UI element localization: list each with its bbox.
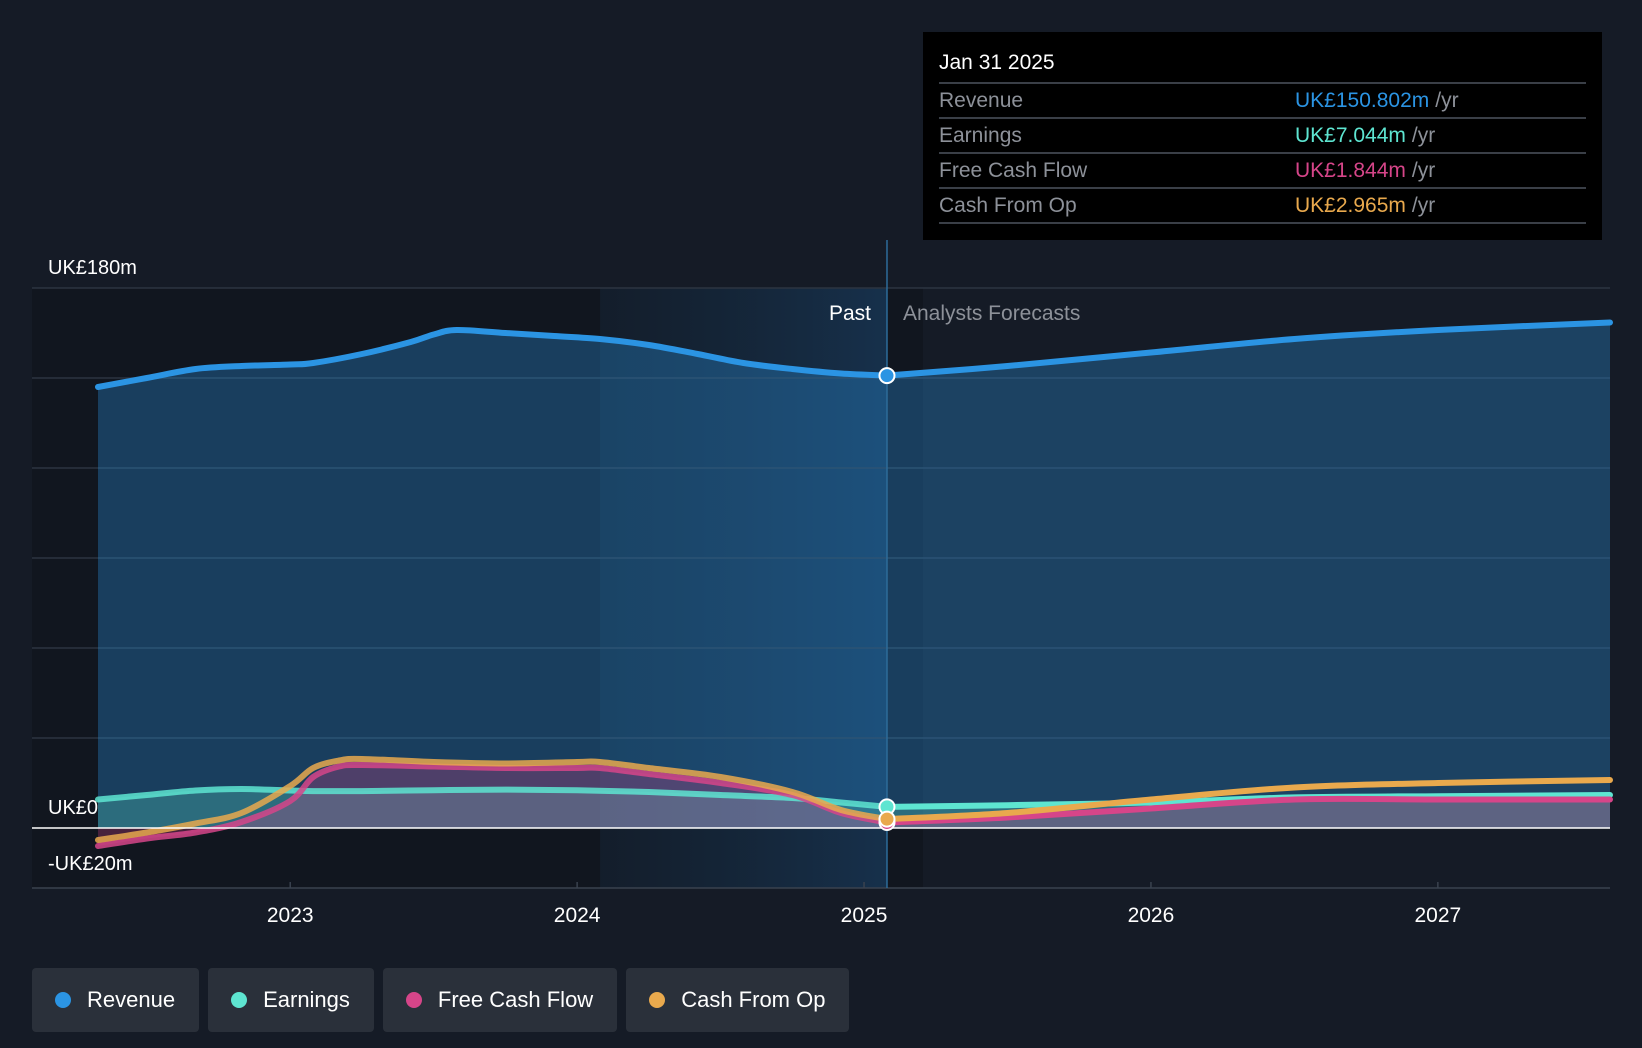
tooltip-label: Earnings — [939, 124, 1022, 147]
tooltip-label: Cash From Op — [939, 194, 1077, 217]
tooltip-row-revenue: Revenue UK£150.802m /yr — [939, 84, 1586, 119]
y-axis-label: UK£0 — [48, 797, 98, 819]
tooltip-unit: /yr — [1435, 89, 1459, 112]
tooltip-label: Revenue — [939, 89, 1024, 112]
earnings-line-forecast — [883, 792, 1613, 810]
revenue-marker — [878, 367, 896, 385]
cash-from-op-marker — [878, 810, 896, 828]
earnings-area — [97, 789, 1610, 828]
legend-label: Revenue — [87, 987, 176, 1012]
tooltip-row-free-cash-flow: Free Cash Flow UK£1.844m /yr — [939, 154, 1586, 189]
cash-from-op-line-past — [94, 755, 890, 843]
tooltip-row-cash-from-op: Cash From Op UK£2.965m /yr — [939, 189, 1586, 224]
tooltip-date: Jan 31 2025 — [939, 46, 1586, 84]
legend-item-cash-from-op[interactable]: Cash From Op — [626, 968, 850, 1032]
tooltip-value: UK£2.965m — [1295, 194, 1406, 217]
legend-dot-icon — [649, 992, 666, 1008]
y-axis-label: -UK£20m — [48, 853, 132, 875]
legend-dot-icon — [55, 992, 71, 1008]
tooltip-label: Free Cash Flow — [939, 159, 1088, 182]
legend-item-free-cash-flow[interactable]: Free Cash Flow — [382, 968, 618, 1032]
tooltip-unit: /yr — [1411, 159, 1436, 182]
tooltip-unit: /yr — [1411, 194, 1436, 217]
legend-item-earnings[interactable]: Earnings — [208, 968, 374, 1032]
forecast-label: Analysts Forecasts — [903, 302, 1080, 325]
x-tick-label: 2024 — [554, 904, 601, 927]
legend-item-revenue[interactable]: Revenue — [32, 968, 200, 1032]
free-cash-flow-area — [97, 764, 1610, 846]
y-axis-label: UK£180m — [48, 257, 137, 279]
tooltip-value: UK£1.844m — [1295, 159, 1406, 182]
legend-label: Earnings — [263, 987, 350, 1012]
revenue-area — [97, 322, 1610, 828]
tooltip-value: UK£7.044m — [1295, 124, 1406, 147]
earnings-line-past — [94, 785, 890, 810]
past-label: Past — [829, 302, 871, 325]
x-tick-label: 2027 — [1414, 904, 1461, 927]
legend: Revenue Earnings Free Cash Flow Cash Fro… — [32, 968, 858, 1032]
revenue-line-forecast — [883, 319, 1613, 379]
x-tick-label: 2023 — [267, 904, 314, 927]
tooltip-row-earnings: Earnings UK£7.044m /yr — [939, 119, 1586, 154]
x-tick-label: 2025 — [841, 904, 888, 927]
tooltip: Jan 31 2025 Revenue UK£150.802m /yr Earn… — [923, 32, 1602, 240]
free-cash-flow-line-forecast — [883, 795, 1613, 826]
revenue-line-past — [94, 326, 890, 390]
legend-dot-icon — [231, 992, 248, 1008]
legend-label: Cash From Op — [681, 987, 826, 1012]
cash-from-op-line-forecast — [883, 777, 1613, 823]
tooltip-value: UK£150.802m — [1295, 89, 1430, 112]
legend-label: Free Cash Flow — [437, 987, 594, 1012]
x-tick-label: 2026 — [1128, 904, 1175, 927]
tooltip-unit: /yr — [1411, 124, 1436, 147]
free-cash-flow-line-past — [94, 761, 890, 849]
legend-dot-icon — [405, 992, 422, 1008]
